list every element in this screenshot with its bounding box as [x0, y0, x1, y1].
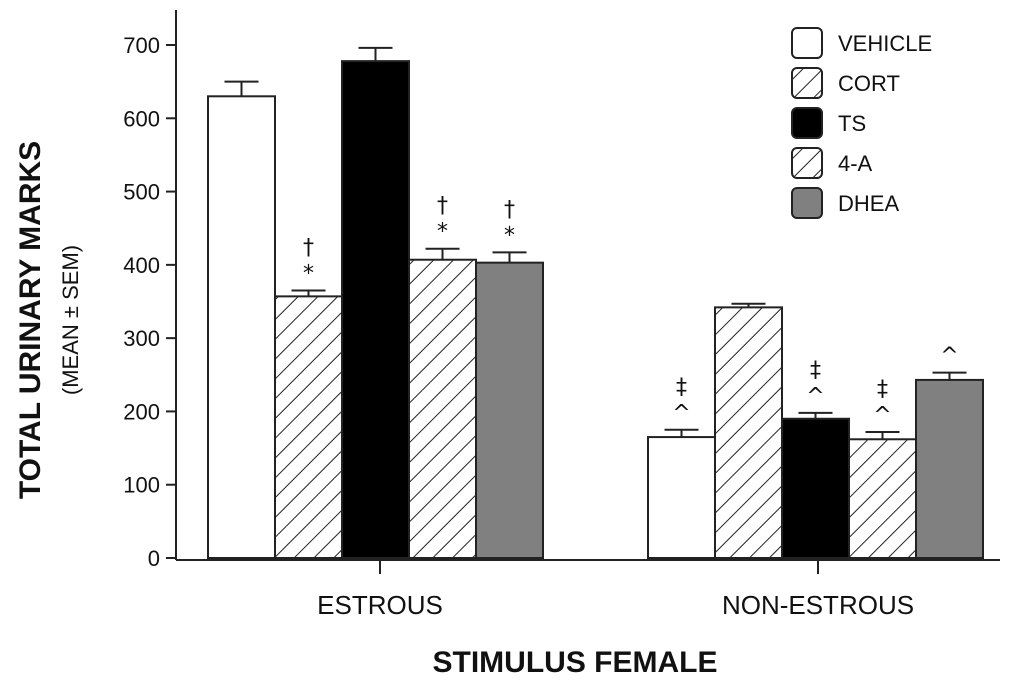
legend-swatch	[791, 27, 823, 59]
y-tick-label: 700	[123, 33, 160, 58]
y-tick-label: 200	[123, 399, 160, 424]
legend-entry: CORT	[838, 71, 900, 96]
significance-mark: ^	[806, 384, 824, 409]
significance-mark: *	[504, 223, 515, 248]
bar	[848, 438, 917, 559]
significance-mark: ^	[940, 344, 958, 369]
significance-mark: †	[303, 236, 314, 261]
significance-mark: ^	[873, 403, 891, 428]
bar	[475, 261, 544, 559]
legend-swatch	[791, 67, 823, 99]
legend-swatch	[791, 107, 823, 139]
bar	[341, 60, 410, 559]
significance-mark: *	[303, 262, 314, 287]
significance-mark: ^	[672, 401, 690, 426]
legend-entry: TS	[838, 111, 866, 136]
significance-mark: ‡	[676, 375, 687, 400]
y-axis-label: TOTAL URINARY MARKS	[14, 141, 47, 499]
legend: VEHICLE CORT TS 4-A DHEA	[791, 27, 932, 219]
y-tick-label: 100	[123, 473, 160, 498]
x-axis-label: STIMULUS FEMALE	[433, 646, 718, 679]
bar	[274, 295, 343, 559]
y-tick-label: 0	[148, 546, 160, 571]
bar	[207, 95, 276, 560]
significance-mark: *	[437, 220, 448, 245]
bar	[714, 306, 783, 559]
bar	[647, 436, 716, 560]
legend-swatch	[791, 147, 823, 179]
bar	[915, 378, 984, 559]
legend-swatch	[791, 187, 823, 219]
significance-mark: ‡	[810, 358, 821, 383]
significance-mark: †	[504, 197, 515, 222]
y-tick-label: 300	[123, 326, 160, 351]
significance-mark: ‡	[877, 377, 888, 402]
legend-entry: VEHICLE	[838, 31, 932, 56]
y-tick-label: 500	[123, 180, 160, 205]
y-tick-label: 600	[123, 106, 160, 131]
y-axis-sublabel: (MEAN ± SEM)	[58, 245, 83, 395]
category-label: ESTROUS	[317, 590, 443, 620]
legend-entry: DHEA	[838, 191, 899, 216]
y-tick-label: 400	[123, 253, 160, 278]
bar	[408, 258, 477, 559]
category-label: NON-ESTROUS	[722, 590, 914, 620]
axes: 0 100 200 300 400 500 600 700 ESTROUS NON-ESTROUS	[123, 10, 1000, 620]
significance-mark: †	[437, 194, 448, 219]
bars: ^‡*†^‡*†^‡*†^	[207, 46, 984, 560]
legend-entry: 4-A	[838, 151, 873, 176]
bar	[781, 417, 850, 559]
